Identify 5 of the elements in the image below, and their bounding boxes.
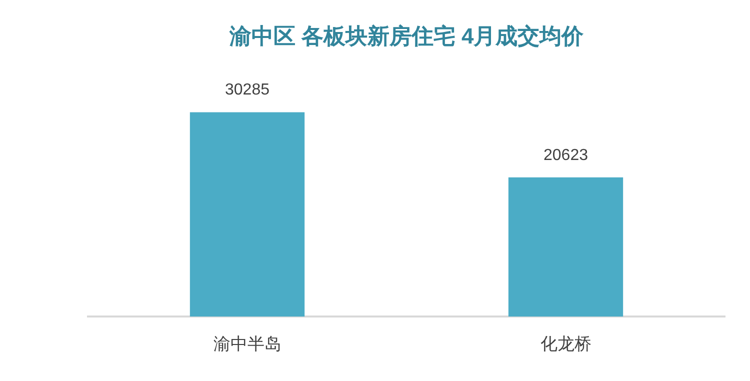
data-label: 30285 xyxy=(225,82,270,99)
x-tick-label: 化龙桥 xyxy=(540,334,592,354)
x-tick-label: 渝中半岛 xyxy=(213,334,282,354)
chart-title: 渝中区 各板块新房住宅 4月成交均价 xyxy=(228,23,585,48)
data-label: 20623 xyxy=(544,146,588,164)
